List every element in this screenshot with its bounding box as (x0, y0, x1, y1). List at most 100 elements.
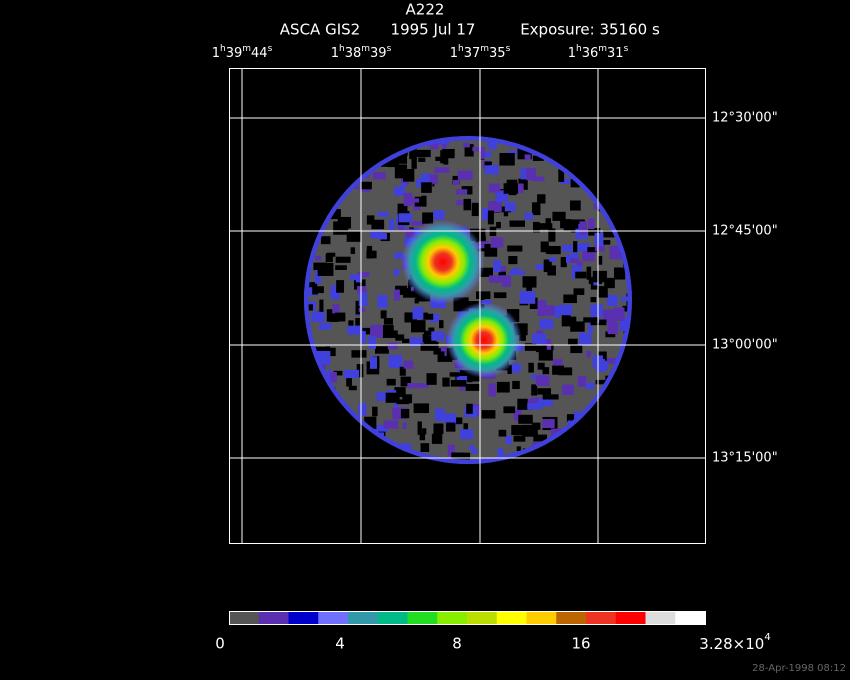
colorbar-segment (645, 611, 676, 625)
noise-patch (421, 195, 427, 207)
noise-patch (579, 332, 592, 346)
noise-patch (513, 435, 526, 442)
noise-patch (393, 268, 400, 276)
noise-patch (410, 337, 424, 347)
noise-patch (482, 207, 492, 220)
noise-patch (411, 158, 417, 169)
noise-patch (421, 182, 432, 193)
instrument: ASCA GIS2 (280, 21, 360, 39)
noise-patch (416, 149, 431, 158)
noise-patch (554, 306, 560, 318)
noise-patch (484, 165, 496, 175)
colorbar-segment (556, 611, 587, 625)
noise-patch (588, 319, 593, 333)
noise-patch (546, 305, 555, 316)
noise-patch (579, 221, 587, 235)
noise-patch (526, 168, 537, 181)
noise-patch (366, 245, 373, 259)
colorbar-segment (377, 611, 408, 625)
noise-patch (597, 286, 608, 298)
noise-patch (519, 291, 536, 304)
ra-unit: s (268, 44, 273, 54)
noise-patch (330, 285, 340, 300)
noise-patch (370, 324, 383, 338)
ra-value: 44 (251, 46, 268, 61)
noise-patch (535, 344, 547, 353)
noise-patch (533, 434, 548, 442)
noise-patch (358, 403, 367, 416)
ra-value: 39 (370, 46, 387, 61)
ra-unit: m (361, 44, 370, 54)
noise-patch (597, 255, 603, 265)
noise-patch (531, 384, 538, 396)
noise-patch (369, 356, 378, 369)
noise-patch (428, 335, 437, 347)
noise-patch (587, 247, 597, 253)
noise-patch (512, 267, 519, 273)
noise-patch (411, 220, 425, 226)
ra-label: 1h36m31s (568, 44, 629, 61)
noise-patch (319, 299, 324, 312)
noise-patch (431, 433, 443, 444)
noise-patch (465, 383, 480, 391)
noise-patch (568, 316, 577, 325)
noise-patch (394, 164, 408, 179)
noise-patch (605, 331, 616, 338)
noise-patch (497, 448, 504, 459)
noise-patch (622, 305, 632, 312)
noise-patch (481, 410, 496, 419)
noise-patch (326, 309, 333, 322)
noise-patch (385, 392, 400, 403)
noise-patch (449, 372, 460, 377)
dec-label: 12°30'00" (712, 111, 778, 126)
noise-patch (325, 346, 331, 353)
noise-patch (418, 157, 426, 162)
noise-patch (318, 323, 332, 330)
noise-patch (493, 259, 501, 273)
noise-patch (399, 366, 406, 376)
noise-patch (387, 342, 398, 350)
noise-patch (586, 350, 591, 358)
noise-patch (388, 355, 403, 369)
ra-value: 1 (450, 46, 458, 61)
noise-patch (359, 331, 366, 344)
noise-patch (335, 265, 347, 270)
noise-patch (590, 304, 603, 317)
ra-label: 1h38m39s (331, 44, 392, 61)
noise-patch (604, 277, 615, 289)
noise-patch (398, 226, 405, 232)
noise-patch (553, 359, 563, 370)
noise-patch (446, 422, 456, 432)
noise-patch (326, 369, 332, 382)
noise-patch (606, 295, 618, 307)
noise-patch (517, 147, 532, 160)
timestamp: 28-Apr-1998 08:12 (752, 663, 846, 674)
noise-patch (414, 196, 425, 207)
noise-patch (571, 252, 579, 260)
source (401, 220, 485, 304)
noise-patch (519, 327, 526, 341)
noise-patch (538, 348, 553, 361)
noise-patch (313, 286, 324, 294)
noise-patch (538, 223, 553, 230)
noise-patch (498, 429, 507, 437)
noise-patch (542, 394, 559, 400)
colorbar-max-label: 3.28×104 (699, 632, 770, 653)
noise-patch (404, 312, 417, 323)
noise-patch (613, 307, 625, 321)
noise-patch (509, 220, 526, 227)
noise-patch (498, 267, 506, 281)
noise-patch (594, 232, 604, 247)
noise-patch (537, 306, 550, 317)
noise-patch (487, 210, 494, 225)
ra-value: 35 (489, 46, 506, 61)
title: A222 (406, 1, 445, 19)
noise-patch (464, 144, 474, 157)
noise-patch (488, 183, 501, 193)
noise-patch (347, 325, 363, 335)
noise-patch (561, 315, 571, 327)
noise-patch (349, 274, 360, 281)
noise-patch (431, 331, 445, 341)
noise-patch (595, 379, 608, 385)
noise-patch (442, 143, 447, 152)
